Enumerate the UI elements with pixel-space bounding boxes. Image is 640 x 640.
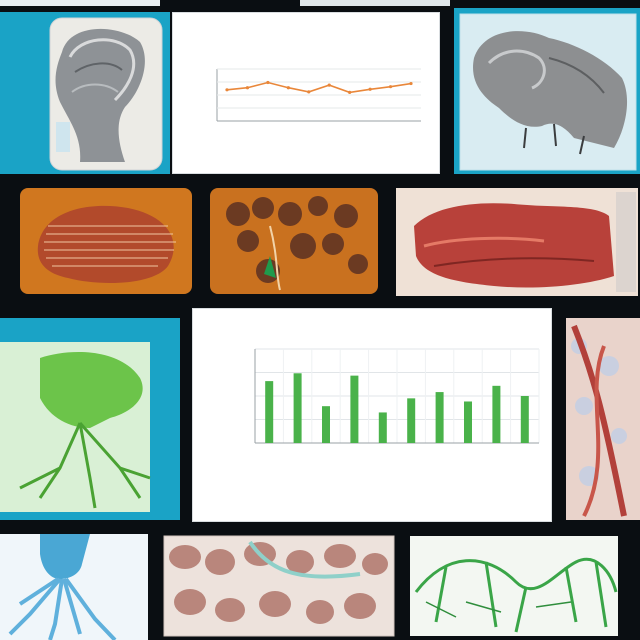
line-point: [368, 87, 372, 91]
image-gray-lizard-skin-model[interactable]: [454, 8, 640, 174]
green-branching-structure-illustration: [0, 342, 151, 512]
image-gray-fibrous-cast[interactable]: [0, 12, 170, 174]
line-chart-card: [172, 12, 440, 174]
blue-root-structure-illustration: [0, 534, 148, 640]
bar: [407, 398, 416, 443]
green-vessel-network-illustration: [410, 536, 618, 636]
line-point: [266, 80, 270, 85]
orange-striated-specimen-illustration: [20, 188, 192, 294]
pink-cell-mosaic-illustration: [163, 535, 395, 637]
image-orange-striated-specimen[interactable]: [18, 186, 194, 296]
bar: [350, 375, 359, 443]
line-point: [409, 81, 413, 86]
line-point: [388, 85, 393, 89]
top-strip-left: [0, 0, 160, 6]
bar-chart: [254, 348, 540, 444]
red-vessel-network-illustration: [566, 318, 640, 520]
top-strip-right: [300, 0, 450, 6]
bar: [378, 412, 387, 443]
bar: [435, 392, 444, 443]
bar: [464, 401, 472, 443]
image-orange-cellular-tissue[interactable]: [208, 186, 380, 296]
red-layered-tissue-illustration: [396, 188, 638, 296]
gray-lizard-skin-illustration: [459, 13, 637, 171]
image-green-vessel-network[interactable]: [406, 532, 622, 640]
image-pink-cell-mosaic[interactable]: [160, 532, 398, 640]
bar: [293, 373, 302, 443]
bar: [520, 396, 529, 443]
line-point: [286, 86, 290, 90]
bar: [322, 406, 330, 443]
bar: [492, 385, 501, 443]
bar-chart-card: [192, 308, 552, 522]
image-red-vessel-network[interactable]: [564, 316, 640, 522]
image-red-layered-tissue[interactable]: [394, 186, 640, 298]
line-point: [327, 83, 331, 87]
image-green-branching-structure[interactable]: [0, 318, 180, 520]
orange-cellular-tissue-illustration: [210, 188, 378, 294]
image-blue-root-structure[interactable]: [0, 534, 150, 640]
line-point: [225, 88, 229, 92]
bar: [265, 381, 274, 443]
gray-fibrous-cast-illustration: [49, 17, 163, 171]
line-point: [348, 90, 352, 94]
line-series: [226, 81, 412, 94]
line-chart: [216, 68, 421, 122]
line-point: [245, 86, 250, 90]
line-point: [307, 90, 311, 94]
